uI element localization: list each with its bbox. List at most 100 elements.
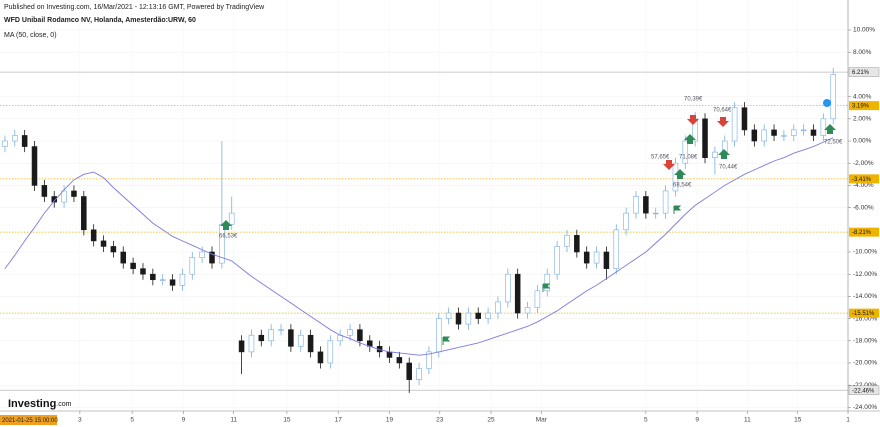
candle-body xyxy=(643,196,649,214)
candle-body xyxy=(21,135,28,147)
candle-body xyxy=(297,334,304,347)
logo: Investing.com xyxy=(8,398,72,410)
candle-body xyxy=(406,362,412,380)
candle-body xyxy=(495,301,501,314)
price-label-box xyxy=(848,385,880,396)
candle-body xyxy=(120,251,127,264)
candle-body xyxy=(583,251,590,264)
candle-body xyxy=(633,196,639,214)
y-tick-label: -14.00% xyxy=(853,293,877,300)
candle-body xyxy=(603,251,610,269)
candle-body xyxy=(731,107,738,142)
annotation: 66,53€ xyxy=(219,234,238,240)
candle-body xyxy=(238,340,245,353)
x-tick-label: 5 xyxy=(644,417,648,424)
candle-body xyxy=(820,118,827,136)
price-label: -3.41% xyxy=(852,177,872,183)
candle-body xyxy=(228,212,235,225)
annotation: 57,65€ xyxy=(651,155,670,161)
axis: 10.00% 8.00% 4.00% 2.00% 0.00% -2.00% -4.00% -6… xyxy=(0,27,880,425)
candle-body xyxy=(258,334,265,342)
indicator: MA (50, close, 0) xyxy=(4,32,57,39)
candle-body xyxy=(534,290,541,308)
candle-body xyxy=(41,185,48,197)
candle-body xyxy=(475,312,481,319)
candle-body xyxy=(574,235,580,253)
candle-body xyxy=(347,329,353,336)
candle-body xyxy=(61,190,67,203)
flag xyxy=(442,336,451,345)
candle-body xyxy=(751,129,758,142)
candle-body xyxy=(268,329,274,342)
candle-body xyxy=(327,340,334,364)
price-label-box xyxy=(848,67,880,77)
candle-body xyxy=(445,312,452,319)
candle-body xyxy=(800,129,807,132)
y-tick-label: 0.00% xyxy=(853,138,872,145)
candle-body xyxy=(564,235,570,247)
candle-body xyxy=(771,129,777,136)
buy-arrow xyxy=(824,124,836,134)
y-tick-label: -20.00% xyxy=(853,360,877,367)
candle-body xyxy=(130,262,136,269)
markers xyxy=(220,99,836,345)
annotation: 70,39€ xyxy=(684,97,703,103)
candle-body xyxy=(278,329,284,331)
annotation: 70,44€ xyxy=(719,165,738,171)
annotation: 68,54€ xyxy=(673,183,692,189)
candle-body xyxy=(12,135,18,142)
flag xyxy=(542,283,551,292)
y-tick-label: -24.00% xyxy=(853,404,877,411)
candle-body xyxy=(2,140,8,147)
candles xyxy=(2,67,836,393)
candle-body xyxy=(455,312,462,325)
y-tick-label: -12.00% xyxy=(853,271,877,278)
x-tick-label: 1 xyxy=(846,417,850,424)
candle-body xyxy=(307,334,314,353)
candle-body xyxy=(702,118,708,158)
candle-body xyxy=(169,279,176,286)
sell-arrow xyxy=(687,115,699,125)
buy-arrow xyxy=(684,134,696,144)
candle-body xyxy=(436,318,442,353)
candle-body xyxy=(485,312,491,319)
candle-body xyxy=(159,279,166,281)
candle-body xyxy=(150,273,156,281)
y-tick-label: 10.00% xyxy=(853,27,875,34)
candle-body xyxy=(31,146,38,186)
candle-body xyxy=(416,368,422,380)
candle-body xyxy=(317,351,324,364)
y-tick-label: -18.00% xyxy=(853,337,877,344)
y-tick-label: -6.00% xyxy=(853,204,874,211)
published: Published on Investing.com, 16/Mar/2021 … xyxy=(4,4,265,11)
annotation: 70,64€ xyxy=(713,108,732,114)
sell-arrow xyxy=(717,117,729,127)
candle-body xyxy=(830,74,836,120)
x-tick-label: 9 xyxy=(695,417,699,424)
candle-body xyxy=(71,190,77,197)
candle-body xyxy=(179,273,186,286)
candle-body xyxy=(465,312,472,325)
x-tick-label: 3 xyxy=(78,417,82,424)
grid xyxy=(0,29,848,408)
x-tick-label: Mar xyxy=(536,417,548,424)
instrument: WFD Unibail Rodamco NV, Holanda, Amester… xyxy=(4,17,196,24)
price-label-box xyxy=(849,308,879,318)
candle-body xyxy=(386,351,393,358)
annotations: 70,39€ 57,65€ 71,08€ 68,54€ 70,64€ 70,44… xyxy=(219,97,843,240)
candle-body xyxy=(810,129,817,136)
x-tick-label: 11 xyxy=(744,417,751,424)
candle-body xyxy=(357,329,363,342)
x-tick-label: 15 xyxy=(283,417,291,424)
x-tick-label: 25 xyxy=(487,417,495,424)
price-label-box xyxy=(849,101,879,111)
y-tick-label: 4.00% xyxy=(853,93,872,100)
buy-arrow xyxy=(220,220,232,230)
buy-arrow xyxy=(674,169,686,179)
x-tick-label: 15 xyxy=(794,417,802,424)
price-label: 6.21% xyxy=(852,70,870,76)
candle-body xyxy=(189,257,196,275)
candle-body xyxy=(426,351,432,369)
y-tick-label: -22.00% xyxy=(853,382,877,389)
candle-body xyxy=(761,129,767,142)
